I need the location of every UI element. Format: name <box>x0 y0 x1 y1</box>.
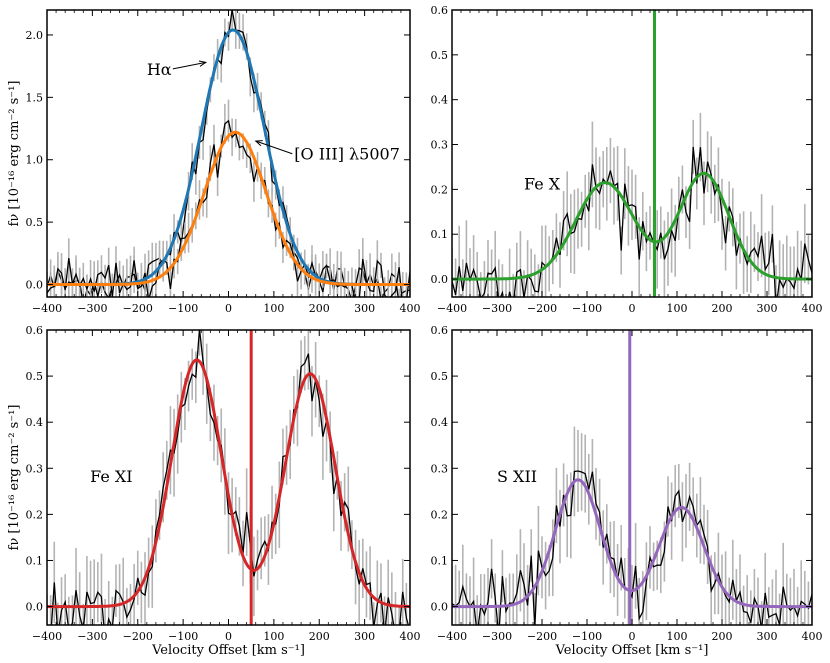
y-tick-label: 2.0 <box>26 29 44 42</box>
annotation-text: Hα <box>147 60 172 79</box>
x-tick-label: 200 <box>712 630 733 643</box>
y-tick-label: 0.5 <box>431 370 449 383</box>
x-tick-label: 300 <box>757 630 778 643</box>
line-label: Fe X <box>524 174 561 193</box>
model-curve-sxii <box>452 478 812 609</box>
arrow-head <box>254 140 263 147</box>
y-tick-label: 0.4 <box>431 94 449 107</box>
y-tick-label: 0.6 <box>431 324 449 337</box>
x-tick-label: 200 <box>309 630 330 643</box>
x-tick-label: 400 <box>400 630 421 643</box>
data-line <box>50 330 409 625</box>
x-tick-label: 200 <box>712 302 733 315</box>
panel-top-right: −400 −300 −200 −100 0 100 200 300 400 0.0 0.1 0.2 0.… <box>431 4 823 315</box>
x-tick-label: 100 <box>667 630 688 643</box>
x-tick-label: −200 <box>123 630 153 643</box>
x-tick-label: 100 <box>667 302 688 315</box>
x-tick-label: −400 <box>32 302 62 315</box>
x-tick-label: −300 <box>77 302 107 315</box>
model-curve-fexi <box>47 358 410 609</box>
x-tick-label: −300 <box>77 630 107 643</box>
arrow-head <box>198 60 208 67</box>
annotation-arrow <box>255 140 293 155</box>
x-tick-label: −400 <box>437 302 467 315</box>
y-tick-label: 0.2 <box>431 508 449 521</box>
y-tick-label: 0.5 <box>431 49 449 62</box>
y-tick-label: 0.2 <box>26 508 44 521</box>
y-tick-label: 0.0 <box>26 279 44 292</box>
annotation-text: [O III] λ5007 <box>294 145 400 164</box>
x-tick-label: −300 <box>482 630 512 643</box>
data-line <box>452 470 812 625</box>
x-tick-label: 400 <box>802 630 823 643</box>
x-tick-label: 400 <box>400 302 421 315</box>
y-tick-label: 0.5 <box>26 216 44 229</box>
y-tick-label: 1.0 <box>26 154 44 167</box>
x-tick-label: −100 <box>572 630 602 643</box>
x-tick-label: −300 <box>482 302 512 315</box>
line-label: Fe XI <box>90 467 133 486</box>
x-axis-title: Velocity Offset [km s⁻¹] <box>151 643 305 658</box>
y-tick-label: 0.0 <box>431 601 449 614</box>
panel-top-left: −400 −300 −200 −100 0 100 200 300 400 0.0 0.5 1.0 1.… <box>7 9 421 315</box>
plot-area <box>47 10 410 297</box>
x-tick-label: 300 <box>757 302 778 315</box>
panel-bottom-left: −400 −300 −200 −100 0 100 200 300 400 0.0 0.1 0.2 0.… <box>7 324 421 658</box>
model-curve-oiii <box>47 130 410 286</box>
line-label: S XII <box>497 467 537 486</box>
x-tick-label: 200 <box>309 302 330 315</box>
y-tick-label: 0.3 <box>431 139 449 152</box>
y-tick-label: 0.1 <box>431 228 449 241</box>
x-tick-label: 300 <box>354 302 375 315</box>
x-tick-label: 0 <box>629 302 636 315</box>
y-tick-label: 0.0 <box>26 601 44 614</box>
x-tick-label: 400 <box>802 302 823 315</box>
y-tick-label: 0.0 <box>431 273 449 286</box>
data-line <box>452 146 812 297</box>
x-tick-label: −400 <box>437 630 467 643</box>
x-tick-label: 0 <box>225 630 232 643</box>
plot-area <box>47 330 410 625</box>
x-tick-label: 300 <box>354 630 375 643</box>
panel-bottom-right: −400 −300 −200 −100 0 100 200 300 400 0.0 0.1 0.2 0.… <box>431 324 823 658</box>
model-curve-fex <box>452 171 812 281</box>
x-tick-label: −100 <box>572 302 602 315</box>
y-tick-label: 0.3 <box>26 462 44 475</box>
x-tick-label: 0 <box>629 630 636 643</box>
y-tick-label: 0.1 <box>26 554 44 567</box>
x-tick-label: −400 <box>32 630 62 643</box>
y-tick-label: 0.1 <box>431 554 449 567</box>
x-tick-label: −200 <box>123 302 153 315</box>
y-tick-label: 0.3 <box>431 462 449 475</box>
x-tick-label: −200 <box>527 630 557 643</box>
y-tick-label: 1.5 <box>26 91 44 104</box>
plot-area <box>452 330 812 625</box>
y-tick-label: 0.4 <box>26 416 44 429</box>
y-tick-label: 0.6 <box>431 4 449 17</box>
annotation-arrow <box>172 61 206 70</box>
plot-area <box>452 10 812 297</box>
x-tick-label: −200 <box>527 302 557 315</box>
y-tick-label: 0.2 <box>431 183 449 196</box>
x-axis-title: Velocity Offset [km s⁻¹] <box>555 643 709 658</box>
x-tick-label: 100 <box>263 630 284 643</box>
x-tick-label: −100 <box>168 630 198 643</box>
y-axis-title: fν [10⁻¹⁶ erg cm⁻² s⁻¹] <box>7 81 22 227</box>
x-tick-label: 100 <box>263 302 284 315</box>
x-tick-label: −100 <box>168 302 198 315</box>
y-tick-label: 0.5 <box>26 370 44 383</box>
y-tick-label: 0.6 <box>26 324 44 337</box>
y-tick-label: 0.4 <box>431 416 449 429</box>
y-axis-title: fν [10⁻¹⁶ erg cm⁻² s⁻¹] <box>7 405 22 551</box>
x-tick-label: 0 <box>225 302 232 315</box>
